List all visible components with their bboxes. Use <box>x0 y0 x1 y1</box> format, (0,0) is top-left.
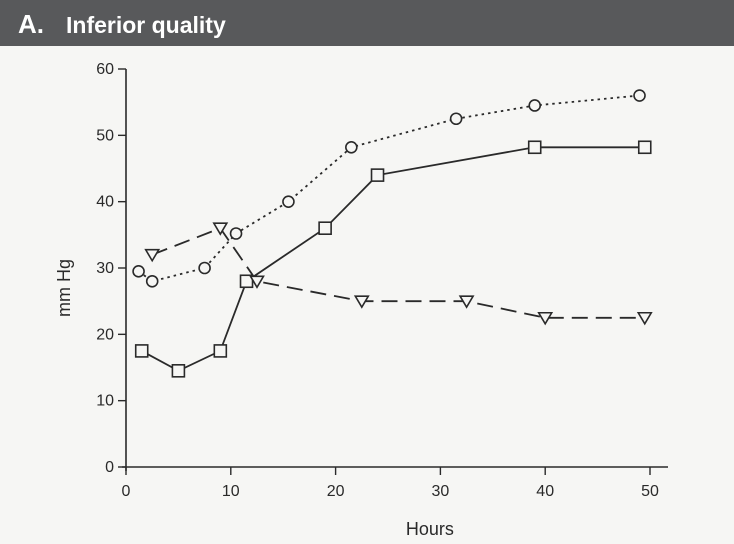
line-chart: 0 10 20 30 40 50 0 10 20 30 40 50 60 Hours mm Hg <box>54 61 668 539</box>
y-tick-label: 60 <box>96 61 114 78</box>
series-line <box>151 227 645 319</box>
y-tick-label: 50 <box>96 127 114 144</box>
y-tick-label: 0 <box>105 459 114 476</box>
data-point-square <box>370 168 385 182</box>
data-point-square <box>134 344 149 358</box>
series-line <box>141 146 645 372</box>
y-axis-title: mm Hg <box>54 259 74 317</box>
panel-title: Inferior quality <box>66 12 226 38</box>
x-tick-label: 50 <box>641 483 659 500</box>
data-point-circle <box>282 195 295 208</box>
panel-header: A. Inferior quality <box>0 0 734 46</box>
data-point-square <box>527 140 542 155</box>
chart-axes: 0 10 20 30 40 50 0 10 20 30 40 50 60 Hours mm Hg <box>54 61 668 539</box>
data-point-triangle <box>353 295 370 309</box>
data-point-circle <box>145 274 159 288</box>
data-point-triangle <box>144 248 161 263</box>
plot-background <box>0 46 734 544</box>
series-1 <box>132 89 646 288</box>
data-point-triangle <box>537 311 554 326</box>
x-tick-label: 40 <box>536 483 554 500</box>
x-tick-label: 20 <box>327 483 345 500</box>
series-3 <box>144 222 653 326</box>
x-axis-ticks: 0 10 20 30 40 50 <box>122 467 659 500</box>
data-point-square <box>637 140 652 155</box>
data-point-circle <box>528 99 542 112</box>
y-tick-label: 30 <box>96 260 114 277</box>
data-point-circle <box>198 261 211 275</box>
data-point-square <box>213 344 228 358</box>
x-tick-label: 0 <box>122 483 131 500</box>
data-point-triangle <box>636 311 653 326</box>
series-2 <box>134 140 652 378</box>
data-point-triangle <box>212 222 229 236</box>
series-line <box>138 94 640 283</box>
panel-label: A. <box>18 9 44 39</box>
data-point-circle <box>229 227 243 240</box>
y-tick-label: 20 <box>96 326 114 343</box>
data-point-square <box>239 274 254 289</box>
data-point-triangle <box>249 275 265 289</box>
data-point-circle <box>132 265 145 278</box>
data-point-circle <box>449 112 463 126</box>
y-tick-label: 40 <box>96 194 114 211</box>
data-point-circle <box>633 89 646 102</box>
x-tick-label: 10 <box>222 483 240 500</box>
data-point-square <box>171 364 186 378</box>
data-point-square <box>318 221 332 235</box>
data-point-triangle <box>458 295 475 309</box>
series-layer <box>132 89 653 378</box>
y-axis-ticks: 0 10 20 30 40 50 60 <box>96 61 126 476</box>
x-tick-label: 30 <box>432 483 450 500</box>
y-tick-label: 10 <box>96 393 114 410</box>
x-axis-title: Hours <box>406 519 454 539</box>
data-point-circle <box>345 140 358 154</box>
